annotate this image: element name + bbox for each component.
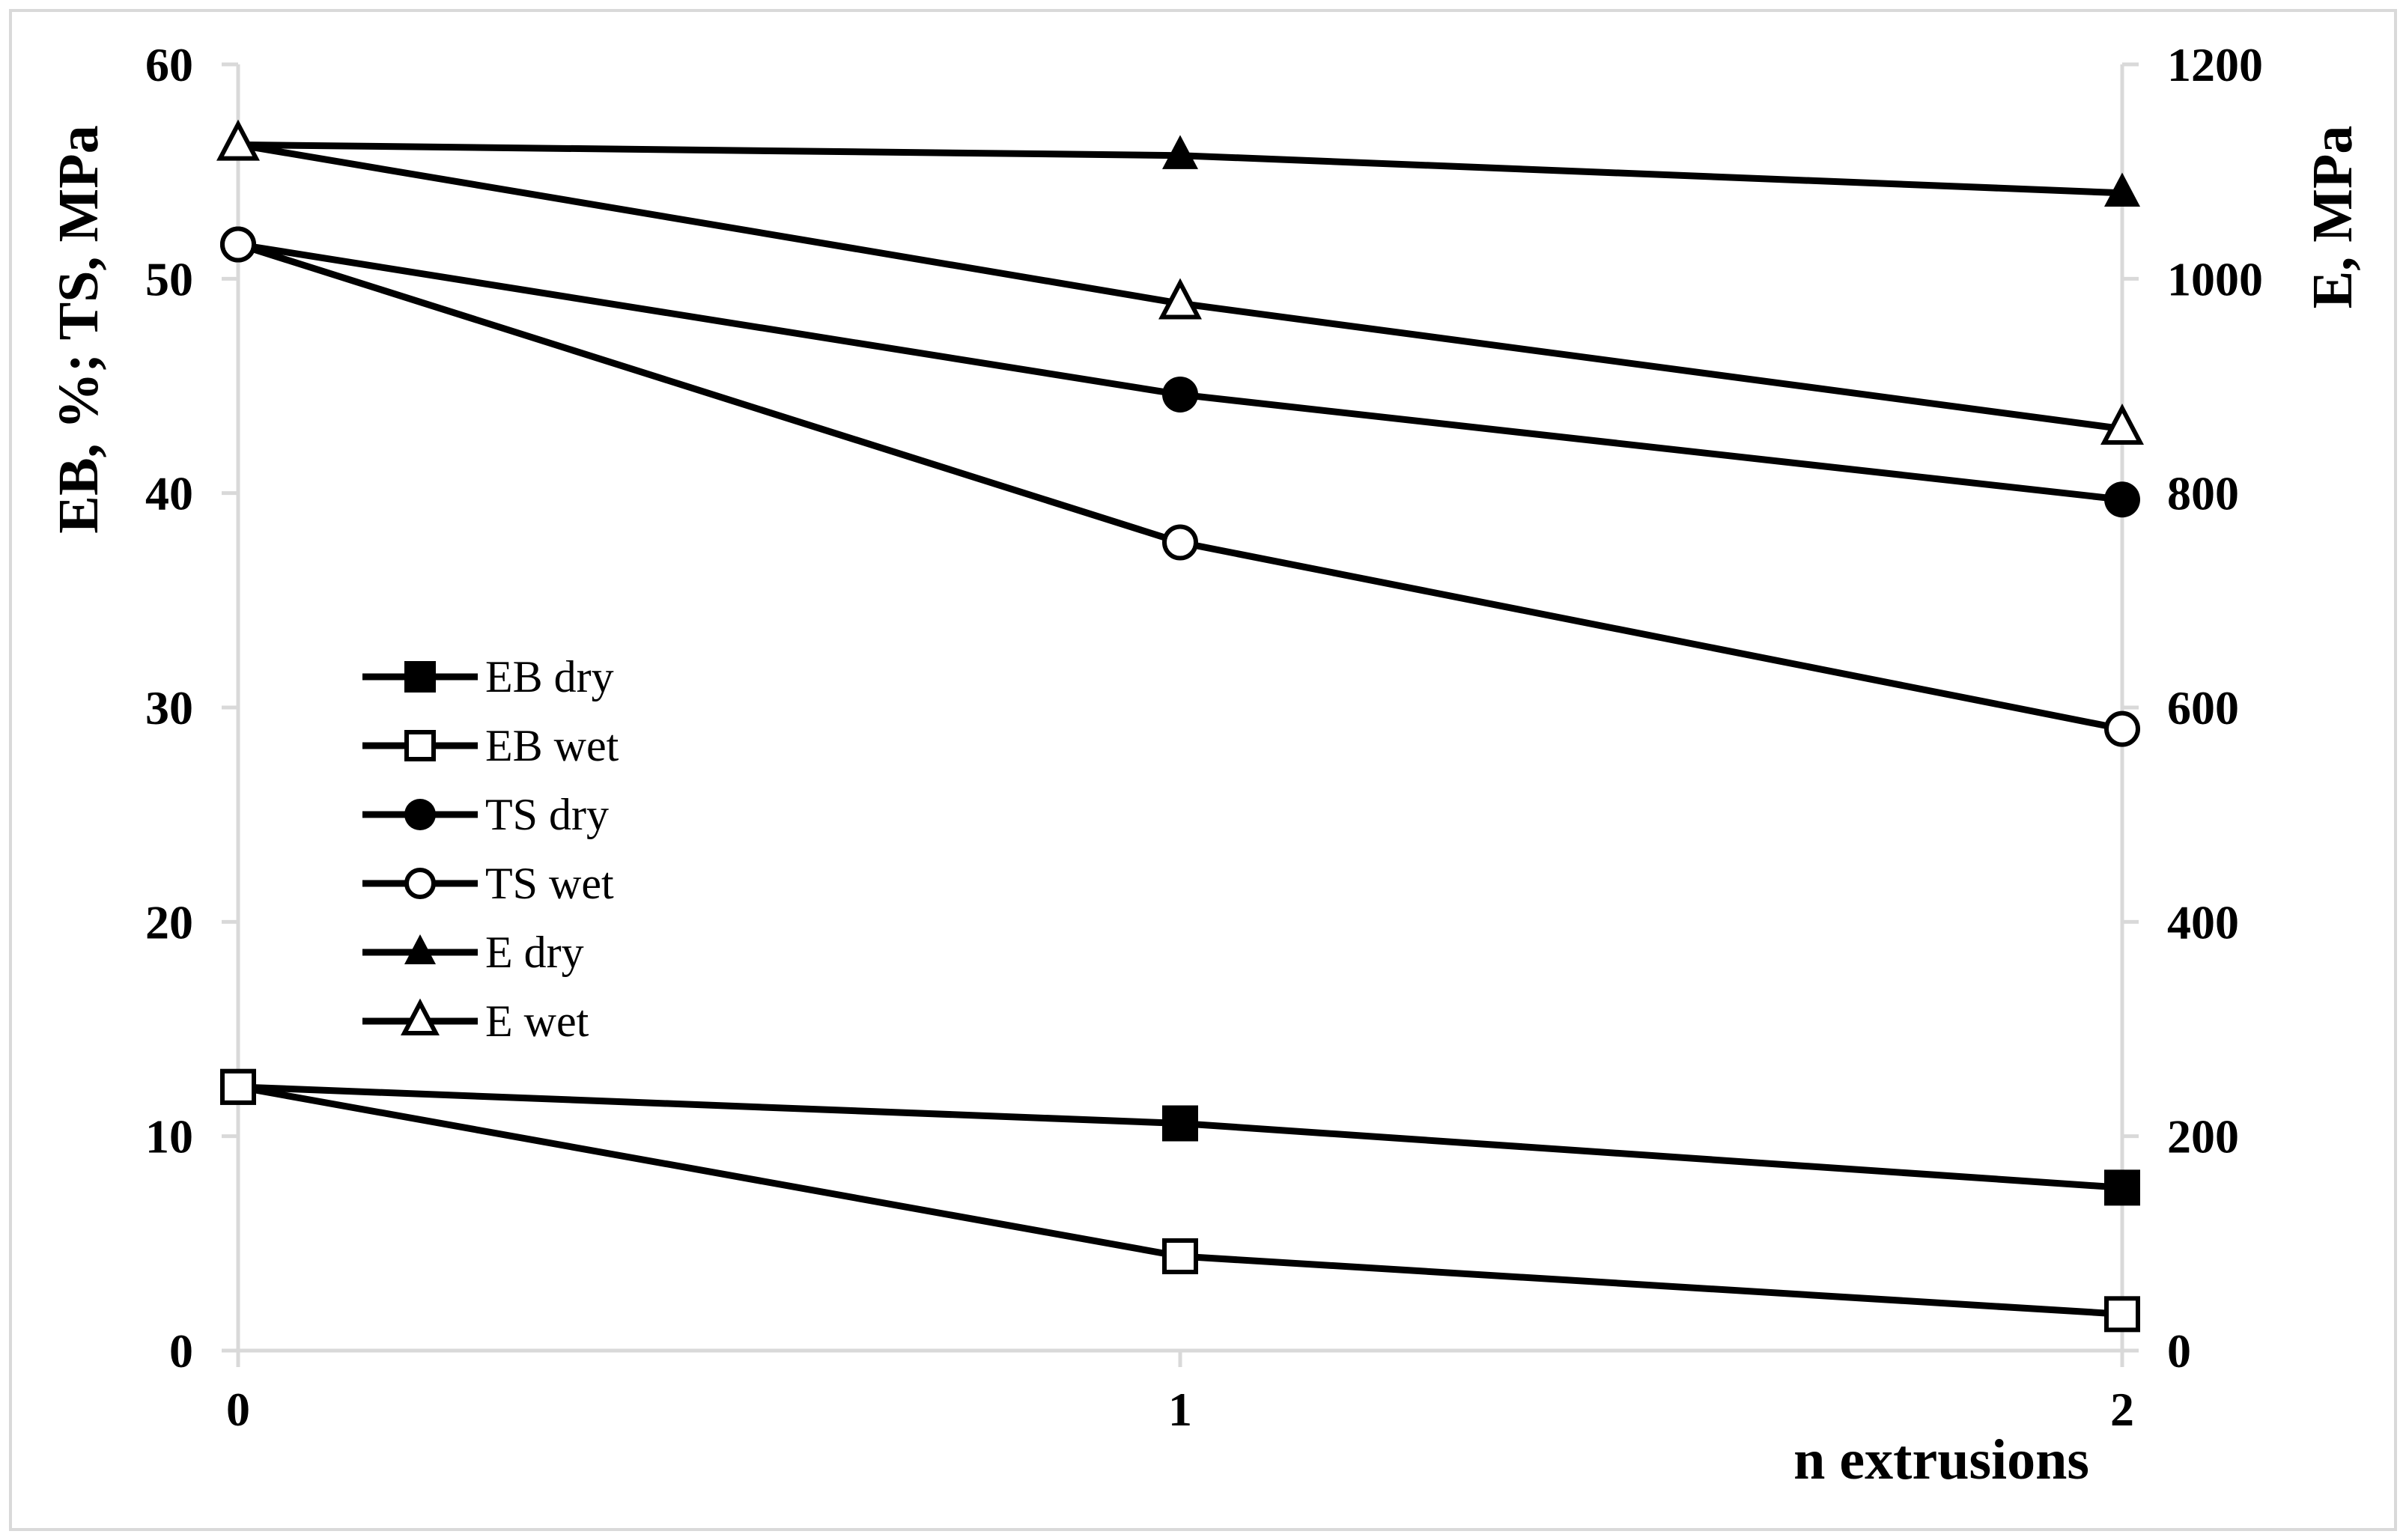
- legend-label-e-wet: E wet: [485, 996, 589, 1046]
- x-ticks: 0 1 2: [226, 1351, 2134, 1436]
- y2-tick-label: 200: [2167, 1110, 2239, 1163]
- data-point-eb-dry: [2104, 1169, 2140, 1206]
- data-point-e-dry: [2104, 172, 2140, 207]
- y2-axis-title: E, MPa: [2301, 126, 2364, 309]
- data-point-ts-wet: [2104, 710, 2140, 747]
- y2-tick-label: 800: [2167, 467, 2239, 520]
- legend-marker-eb-dry: [404, 661, 436, 693]
- x-axis-title: n extrusions: [1793, 1428, 2089, 1491]
- y2-tick-label: 600: [2167, 681, 2239, 734]
- data-point-ts-wet: [220, 226, 256, 263]
- series-group: [216, 119, 2144, 1333]
- data-point-eb-wet: [220, 1068, 256, 1105]
- legend-label-ts-wet: TS wet: [485, 859, 614, 908]
- y-axis-title: EB, %; TS, MPa: [47, 125, 110, 533]
- chart-frame: [9, 9, 2397, 1531]
- y-tick-label: 40: [145, 467, 193, 520]
- data-point-e-wet: [2100, 403, 2144, 445]
- data-point-eb-wet: [2104, 1296, 2140, 1333]
- data-point-ts-wet: [1162, 524, 1198, 561]
- y-tick-label: 30: [145, 681, 193, 734]
- legend-marker-ts-dry: [404, 799, 436, 830]
- y-tick-label: 60: [145, 38, 193, 91]
- y2-tick-label: 0: [2167, 1324, 2191, 1378]
- y-tick-label: 50: [145, 252, 193, 305]
- data-point-e-wet: [216, 119, 260, 161]
- data-point-eb-wet: [1162, 1238, 1198, 1275]
- data-point-ts-dry: [1162, 376, 1198, 413]
- legend-marker-e-dry: [404, 934, 436, 964]
- legend-marker-eb-wet: [404, 730, 436, 761]
- legend-label-eb-dry: EB dry: [485, 652, 614, 701]
- y2-ticks: 0 200 400 600 800 1000 1200: [2122, 38, 2263, 1378]
- y-tick-label: 0: [169, 1324, 193, 1378]
- data-point-e-dry: [1162, 135, 1198, 169]
- data-point-ts-dry: [2104, 481, 2140, 518]
- data-point-eb-dry: [1162, 1105, 1198, 1142]
- legend-label-eb-wet: EB wet: [485, 721, 619, 770]
- y-ticks: 0 10 20 30 40 50 60: [145, 38, 238, 1378]
- data-point-e-wet: [1158, 278, 1202, 320]
- y-tick-label: 20: [145, 895, 193, 949]
- legend-label-e-dry: E dry: [485, 928, 584, 977]
- legend-marker-ts-wet: [404, 868, 436, 899]
- y2-tick-label: 400: [2167, 895, 2239, 949]
- x-tick-label: 0: [226, 1383, 250, 1436]
- y2-tick-label: 1000: [2167, 252, 2263, 305]
- axes: [236, 64, 2124, 1353]
- x-tick-label: 2: [2110, 1383, 2134, 1436]
- legend-marker-e-wet: [401, 998, 440, 1035]
- y2-tick-label: 1200: [2167, 38, 2263, 91]
- y-tick-label: 10: [145, 1110, 193, 1163]
- x-tick-label: 1: [1168, 1383, 1192, 1436]
- legend: EB dry EB wet TS dry TS wet E dry E wet: [362, 652, 619, 1046]
- legend-label-ts-dry: TS dry: [485, 790, 609, 839]
